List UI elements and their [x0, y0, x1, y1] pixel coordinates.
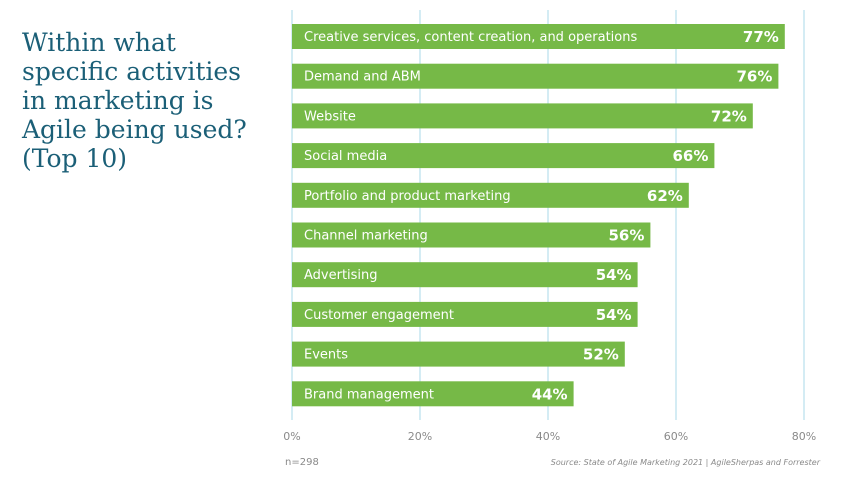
bar: [292, 24, 785, 49]
bar-value-label: 72%: [711, 107, 747, 125]
chart-title-line: in marketing is: [22, 86, 214, 115]
bar-value-label: 77%: [743, 28, 779, 46]
x-tick-label: 40%: [536, 430, 560, 443]
bar: [292, 262, 638, 288]
x-tick-label: 0%: [283, 430, 300, 443]
bar-label: Creative services, content creation, and…: [304, 30, 637, 45]
bar: [292, 341, 625, 367]
x-tick-label: 20%: [408, 430, 432, 443]
bar-label: Brand management: [304, 387, 434, 402]
bar: [292, 381, 574, 407]
bar-label: Customer engagement: [304, 308, 454, 323]
bar-value-label: 62%: [647, 187, 683, 205]
bar-label: Demand and ABM: [304, 70, 421, 85]
chart-title-line: specific activities: [22, 57, 241, 86]
bar-label: Portfolio and product marketing: [304, 189, 511, 204]
bar: [292, 143, 715, 169]
bar-value-label: 54%: [596, 266, 632, 284]
chart-title-line: Within what: [22, 28, 176, 57]
bar-value-label: 52%: [583, 346, 619, 364]
source-note: Source: State of Agile Marketing 2021 | …: [550, 458, 820, 467]
bar: [292, 182, 689, 208]
bar-label: Social media: [304, 149, 387, 164]
bar: [292, 222, 651, 248]
bar-label: Events: [304, 348, 348, 363]
bar-value-label: 66%: [672, 147, 708, 165]
bar-value-label: 56%: [608, 227, 644, 245]
bar-value-label: 44%: [532, 385, 568, 403]
bar-label: Channel marketing: [304, 229, 428, 244]
bar: [292, 103, 753, 129]
chart-title: Within what specific activities in marketi…: [22, 28, 272, 173]
x-tick-label: 80%: [792, 430, 816, 443]
bar: [292, 301, 638, 327]
bar: [292, 63, 779, 89]
chart-title-line: Agile being used?: [22, 115, 247, 144]
bar-value-label: 54%: [596, 306, 632, 324]
x-tick-label: 60%: [664, 430, 688, 443]
bar-label: Website: [304, 109, 356, 124]
bar-label: Advertising: [304, 268, 378, 283]
chart-title-line: (Top 10): [22, 144, 128, 173]
bar-value-label: 76%: [736, 68, 772, 86]
sample-size-note: n=298: [285, 457, 319, 468]
